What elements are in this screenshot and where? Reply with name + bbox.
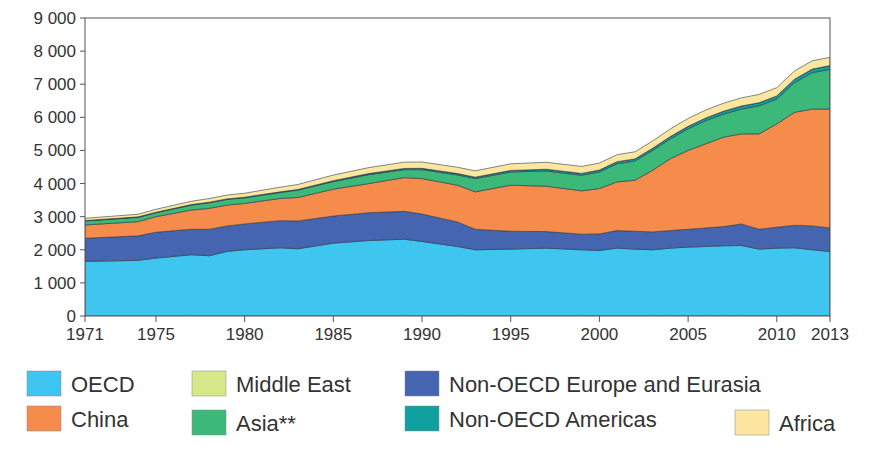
x-tick [830, 316, 831, 322]
y-tick [80, 117, 85, 118]
y-tick-label: 1 000 [33, 274, 76, 293]
x-tick [422, 316, 423, 322]
y-tick [80, 183, 85, 184]
plot-area [85, 57, 830, 316]
x-tick [333, 316, 334, 322]
x-tick-label: 2005 [669, 325, 707, 344]
legend-label: Middle East [236, 372, 351, 397]
y-tick [80, 51, 85, 52]
x-tick-label: 1995 [492, 325, 530, 344]
legend-swatch [27, 371, 61, 396]
x-tick-label: 1971 [66, 325, 104, 344]
y-tick-label: 9 000 [33, 9, 76, 28]
legend-label: Non-OECD Americas [449, 407, 657, 432]
legend-swatch [27, 406, 61, 431]
area [85, 66, 830, 221]
y-tick [80, 316, 85, 317]
y-tick [80, 84, 85, 85]
y-tick-label: 2 000 [33, 241, 76, 260]
legend-swatch [192, 410, 226, 435]
y-tick [80, 216, 85, 217]
legend-label: OECD [71, 372, 135, 397]
x-tick-label: 1985 [314, 325, 352, 344]
legend: OECD Middle East Non-OECD Europe and Euras… [27, 371, 836, 436]
x-tick-label: 2000 [580, 325, 618, 344]
legend-label: Non-OECD Europe and Eurasia [449, 372, 762, 397]
x-tick [510, 316, 511, 322]
y-tick-label: 4 000 [33, 175, 76, 194]
y-tick-label: 7 000 [33, 75, 76, 94]
x-tick [688, 316, 689, 322]
x-tick-label: 1980 [226, 325, 264, 344]
legend-swatch [405, 371, 439, 396]
legend-label: China [71, 407, 129, 432]
x-tick [155, 316, 156, 322]
x-tick [599, 316, 600, 322]
y-tick [80, 282, 85, 283]
x-tick-label: 2013 [811, 325, 849, 344]
y-tick-label: 3 000 [33, 208, 76, 227]
area [85, 57, 830, 220]
chart: 0 1 000 2 000 3 000 4 000 5 000 6 000 7 000 8 00… [0, 0, 871, 457]
y-tick-label: 0 [67, 307, 76, 326]
area [85, 66, 830, 221]
x-tick-label: 2010 [758, 325, 796, 344]
x-tick-label: 1975 [137, 325, 175, 344]
y-tick-label: 6 000 [33, 108, 76, 127]
legend-swatch [735, 410, 769, 435]
x-tick [85, 316, 86, 322]
legend-label: Asia** [236, 411, 296, 436]
y-tick [80, 150, 85, 151]
y-tick [80, 249, 85, 250]
x-tick [244, 316, 245, 322]
y-tick-label: 8 000 [33, 42, 76, 61]
y-tick-label: 5 000 [33, 141, 76, 160]
plot-frame [85, 18, 830, 316]
x-tick-label: 1990 [403, 325, 441, 344]
y-tick [80, 18, 85, 19]
legend-swatch [405, 406, 439, 431]
legend-swatch [192, 371, 226, 396]
x-tick [776, 316, 777, 322]
legend-label: Africa [779, 411, 836, 436]
